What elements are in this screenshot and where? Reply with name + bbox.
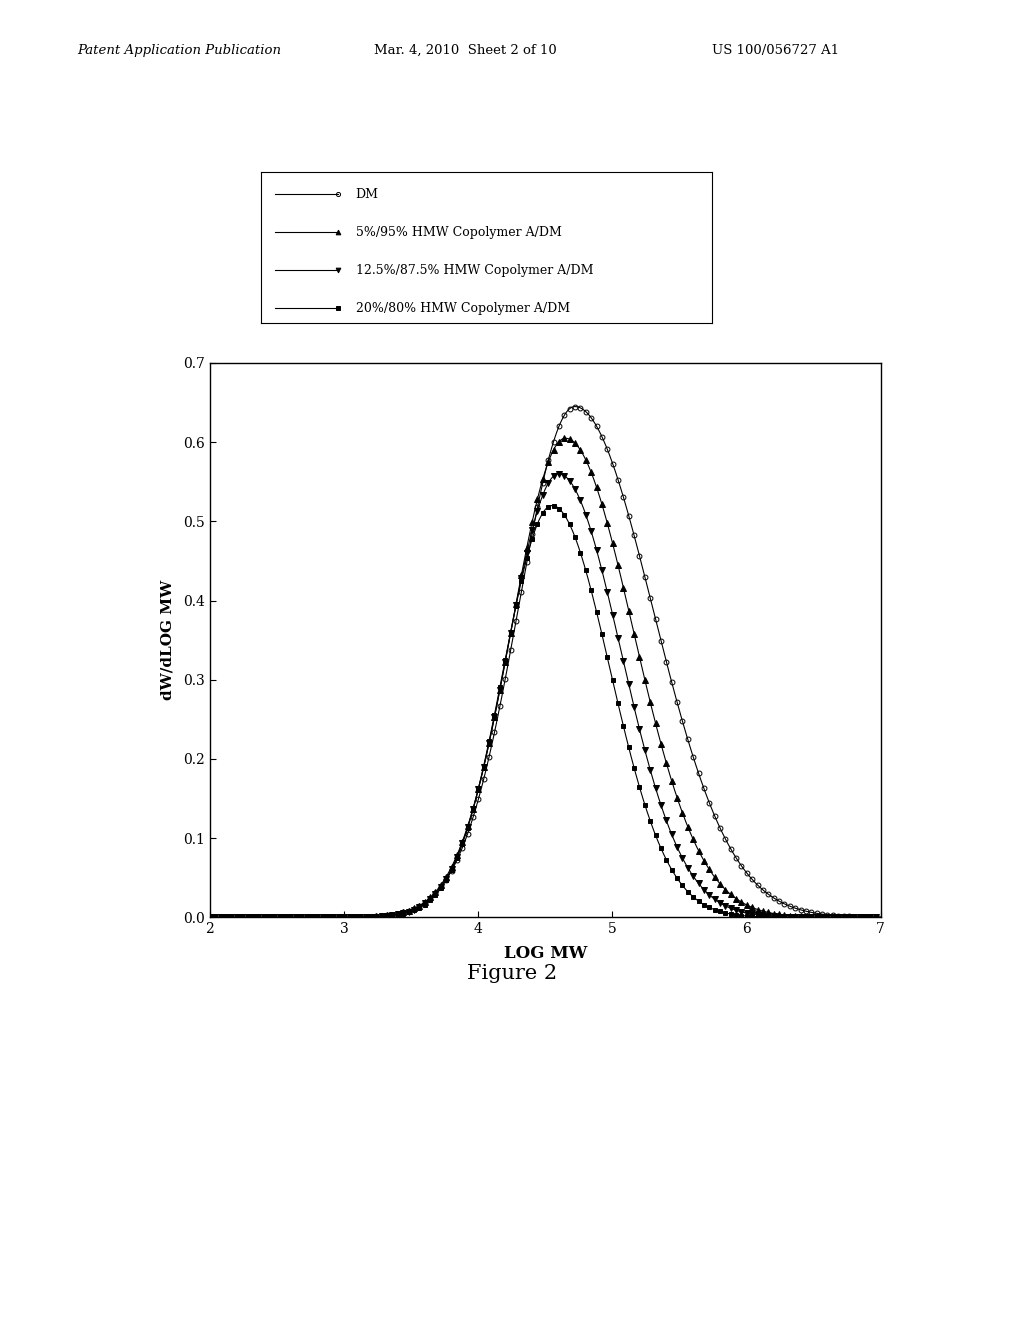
Text: DM: DM [355,187,379,201]
Text: 5%/95% HMW Copolymer A/DM: 5%/95% HMW Copolymer A/DM [355,226,561,239]
X-axis label: LOG MW: LOG MW [504,945,587,961]
Text: US 100/056727 A1: US 100/056727 A1 [712,44,839,57]
Text: 20%/80% HMW Copolymer A/DM: 20%/80% HMW Copolymer A/DM [355,302,570,314]
Text: Figure 2: Figure 2 [467,965,557,983]
Y-axis label: dW/dLOG MW: dW/dLOG MW [161,579,175,701]
Text: 12.5%/87.5% HMW Copolymer A/DM: 12.5%/87.5% HMW Copolymer A/DM [355,264,593,277]
Text: Patent Application Publication: Patent Application Publication [77,44,281,57]
Text: Mar. 4, 2010  Sheet 2 of 10: Mar. 4, 2010 Sheet 2 of 10 [374,44,556,57]
